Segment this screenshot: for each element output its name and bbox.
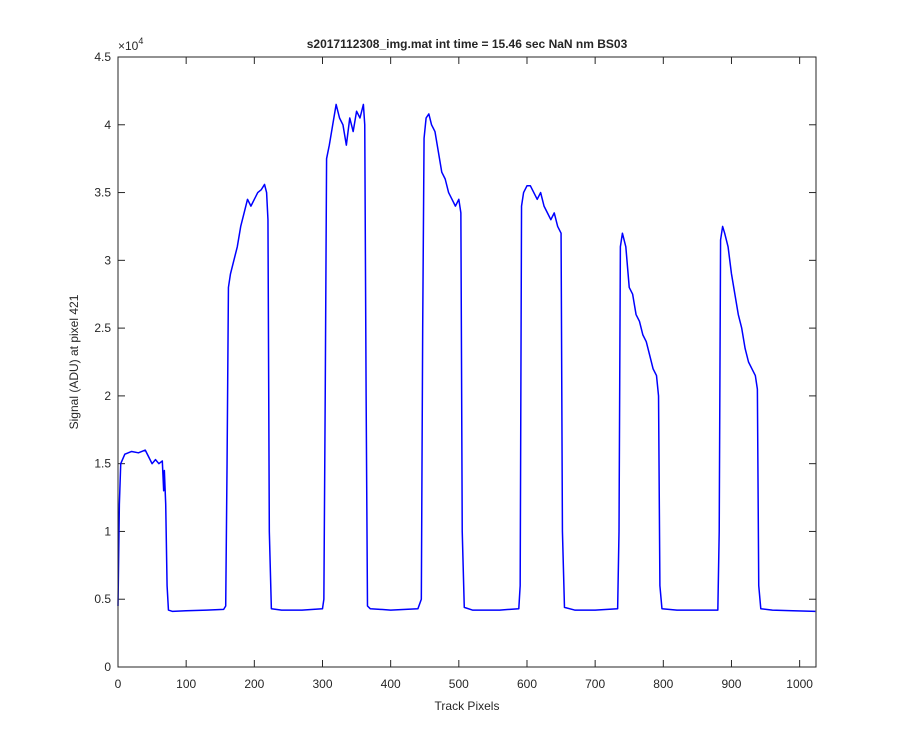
y-tick-label: 4 — [104, 118, 111, 132]
y-tick-label: 4.5 — [94, 50, 111, 64]
x-tick-label: 1000 — [786, 677, 813, 691]
y-multiplier: ×104 — [118, 36, 143, 53]
x-tick-label: 600 — [517, 677, 537, 691]
x-tick-label: 100 — [176, 677, 196, 691]
y-tick-label: 3 — [104, 253, 111, 267]
chart-title: s2017112308_img.mat int time = 15.46 sec… — [307, 37, 628, 51]
axes-box — [117, 56, 817, 668]
y-tick-label: 2.5 — [94, 321, 111, 335]
x-tick-label: 700 — [585, 677, 605, 691]
x-tick-label: 400 — [381, 677, 401, 691]
plot-area — [118, 57, 816, 667]
x-tick-label: 800 — [653, 677, 673, 691]
y-axis-label: Signal (ADU) at pixel 421 — [67, 294, 81, 429]
y-tick-label: 1.5 — [94, 457, 111, 471]
y-tick-label: 0 — [104, 660, 111, 674]
y-tick-label: 3.5 — [94, 186, 111, 200]
x-tick-label: 500 — [449, 677, 469, 691]
x-axis-label: Track Pixels — [435, 699, 500, 713]
x-tick-label: 0 — [115, 677, 122, 691]
data-line — [117, 103, 816, 613]
y-tick-label: 2 — [104, 389, 111, 403]
y-tick-label: 1 — [104, 524, 111, 538]
x-tick-label: 900 — [721, 677, 741, 691]
y-multiplier-exponent: 4 — [138, 36, 143, 46]
x-tick-label: 300 — [312, 677, 332, 691]
y-tick-label: 0.5 — [94, 592, 111, 606]
x-tick-label: 200 — [244, 677, 264, 691]
y-multiplier-base: ×10 — [118, 39, 139, 53]
